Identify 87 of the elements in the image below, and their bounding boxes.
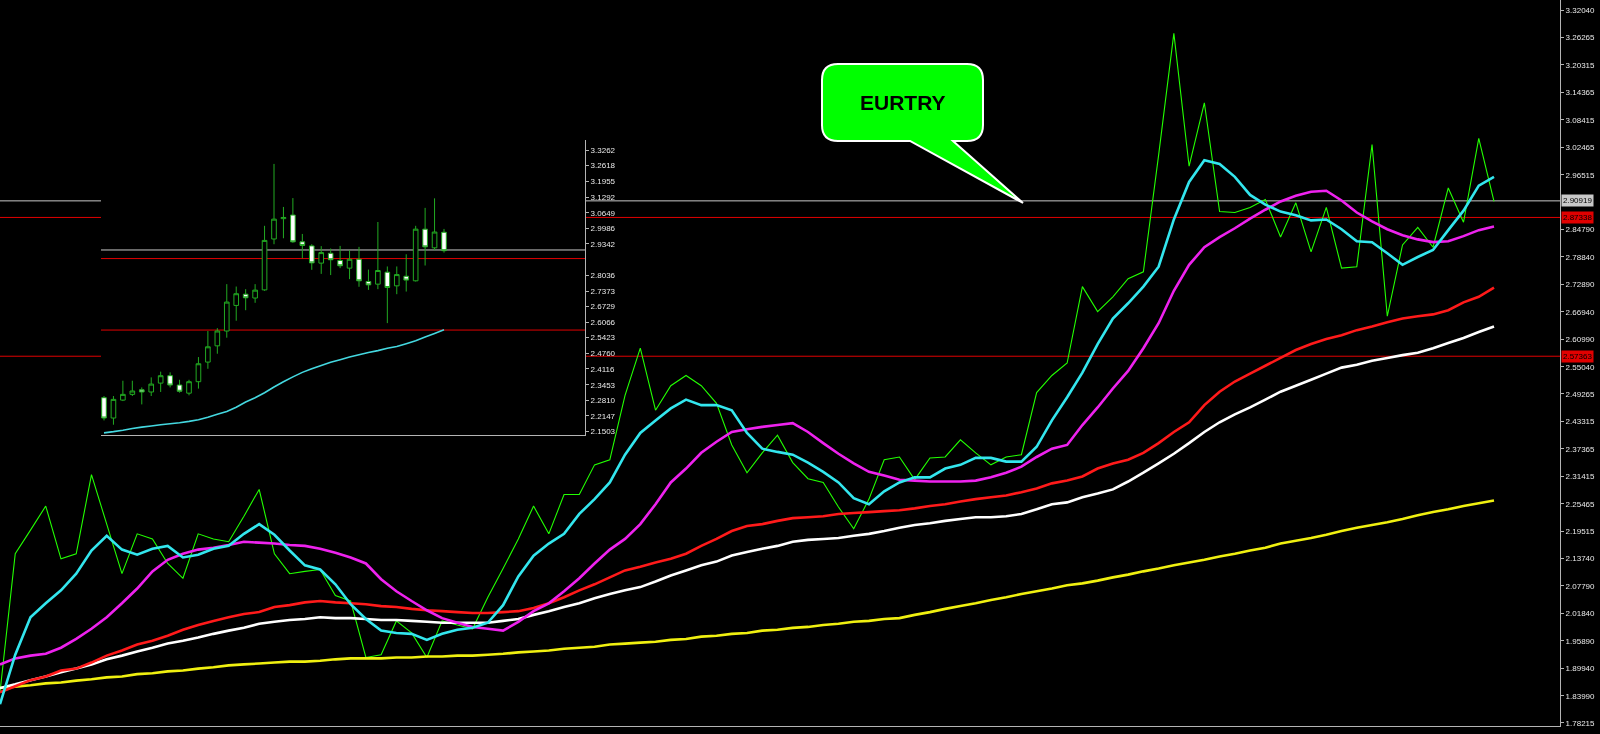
- candlestick: [308, 243, 315, 271]
- candlestick: [327, 248, 334, 276]
- candlestick: [195, 356, 202, 390]
- y-tick-label: 2.96515: [1565, 170, 1596, 180]
- candlestick: [186, 379, 192, 396]
- y-tick-label: 3.1292: [590, 193, 616, 203]
- y-tick-label: 2.4760: [590, 349, 616, 359]
- candlestick: [365, 269, 372, 291]
- ref-line-label: 2.57363: [1563, 352, 1593, 361]
- candlestick: [375, 221, 381, 290]
- y-tick-label: 2.31415: [1565, 472, 1596, 482]
- y-tick-label: 2.37365: [1565, 444, 1596, 454]
- y-tick-label: 2.3453: [590, 380, 616, 390]
- y-tick-label: 2.19515: [1565, 527, 1596, 537]
- y-tick-label: 2.84790: [1565, 225, 1596, 235]
- y-tick-label: 3.08415: [1565, 115, 1596, 125]
- ref-line-label: 2.90919: [1563, 196, 1593, 205]
- candlestick: [129, 380, 136, 397]
- candlestick: [384, 265, 391, 324]
- line-series: [0, 32, 1495, 693]
- y-tick-label: 3.2618: [590, 161, 616, 171]
- y-tick-label: 3.0649: [590, 208, 616, 218]
- candlestick: [299, 233, 306, 259]
- ref-line-label: 2.87338: [1563, 213, 1593, 222]
- candlestick: [252, 283, 258, 304]
- candlestick: [214, 327, 221, 355]
- y-tick-label: 2.2810: [590, 395, 616, 405]
- y-tick-label: 2.78840: [1565, 252, 1596, 262]
- y-tick-label: 2.1503: [590, 427, 616, 437]
- candlestick: [271, 163, 277, 245]
- y-tick-label: 3.1955: [590, 177, 616, 187]
- y-tick-label: 2.13740: [1565, 554, 1596, 564]
- y-tick-label: 2.25465: [1565, 499, 1596, 509]
- y-tick-label: 2.07790: [1565, 581, 1596, 591]
- candlestick: [403, 253, 410, 293]
- y-tick-label: 3.26265: [1565, 33, 1596, 42]
- candlestick: [242, 288, 249, 311]
- candlestick: [318, 245, 325, 275]
- candlestick: [223, 283, 230, 339]
- y-tick-label: 2.8036: [590, 270, 616, 280]
- y-tick-label: 2.6066: [590, 318, 616, 328]
- candlestick: [412, 225, 419, 283]
- candlestick: [138, 386, 145, 405]
- y-tick-label: 3.14365: [1565, 88, 1596, 98]
- candlestick: [393, 265, 400, 295]
- y-tick-label: 2.4116: [590, 364, 616, 374]
- y-tick-label: 3.3262: [590, 146, 616, 156]
- candlestick: [110, 395, 117, 426]
- candlestick: [205, 330, 211, 370]
- y-tick-label: 3.02465: [1565, 143, 1596, 153]
- line-series: [103, 329, 445, 434]
- y-tick-label: 2.01840: [1565, 609, 1596, 619]
- y-tick-label: 3.20315: [1565, 60, 1596, 70]
- candlestick: [157, 371, 164, 393]
- candlestick: [422, 207, 428, 267]
- y-tick-label: 2.9342: [590, 239, 616, 249]
- candlestick: [441, 228, 447, 254]
- y-tick-label: 3.32040: [1565, 6, 1596, 16]
- y-tick-label: 2.43315: [1565, 417, 1596, 427]
- candlestick: [176, 379, 183, 394]
- candlestick: [233, 286, 240, 322]
- candlestick: [120, 380, 126, 402]
- candlestick: [261, 225, 268, 292]
- candlestick: [346, 249, 353, 280]
- candlestick: [290, 197, 296, 244]
- y-tick-label: 2.7373: [590, 286, 616, 296]
- y-tick-label: 1.78215: [1565, 718, 1596, 728]
- y-tick-label: 2.5423: [590, 333, 616, 343]
- candlestick: [101, 395, 107, 421]
- candlestick: [356, 246, 362, 288]
- y-tick-label: 1.95890: [1565, 636, 1596, 646]
- y-tick-label: 1.89940: [1565, 664, 1596, 674]
- y-tick-label: 2.6729: [590, 302, 616, 312]
- candlestick: [167, 371, 173, 388]
- y-tick-label: 2.55040: [1565, 362, 1596, 372]
- y-tick-label: 1.83990: [1565, 691, 1596, 701]
- candlestick: [431, 197, 438, 251]
- candlestick: [148, 376, 155, 397]
- candlestick: [280, 206, 287, 239]
- y-tick-label: 2.72890: [1565, 280, 1596, 290]
- y-tick-label: 2.49265: [1565, 389, 1596, 399]
- y-tick-label: 2.9986: [590, 224, 616, 234]
- y-tick-label: 2.60990: [1565, 335, 1596, 345]
- annotation: EURTRY: [860, 91, 946, 114]
- candlestick: [337, 245, 343, 269]
- y-tick-label: 2.66940: [1565, 307, 1596, 317]
- y-tick-label: 2.2147: [590, 411, 616, 421]
